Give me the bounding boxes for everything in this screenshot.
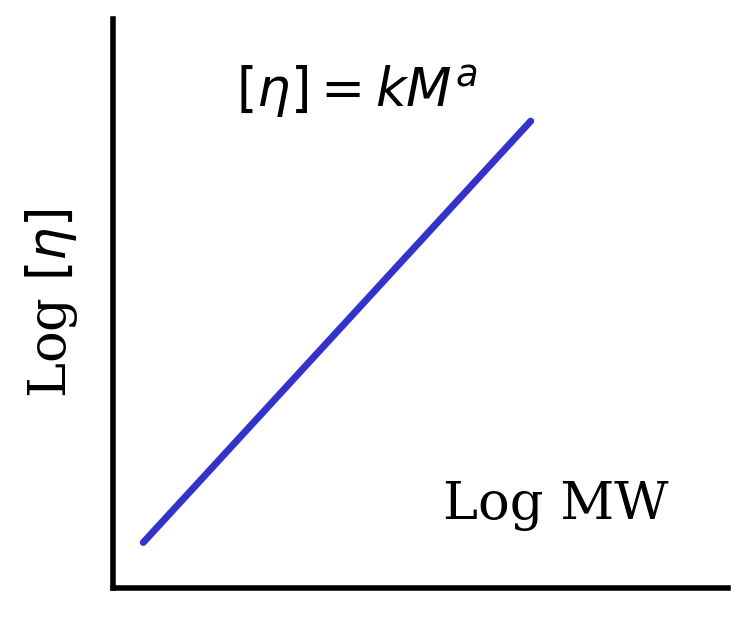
Text: $[\eta] = kM^{a}$: $[\eta] = kM^{a}$ <box>236 64 477 121</box>
Text: Log $[\eta]$: Log $[\eta]$ <box>22 209 80 398</box>
Text: Log MW: Log MW <box>442 480 668 531</box>
